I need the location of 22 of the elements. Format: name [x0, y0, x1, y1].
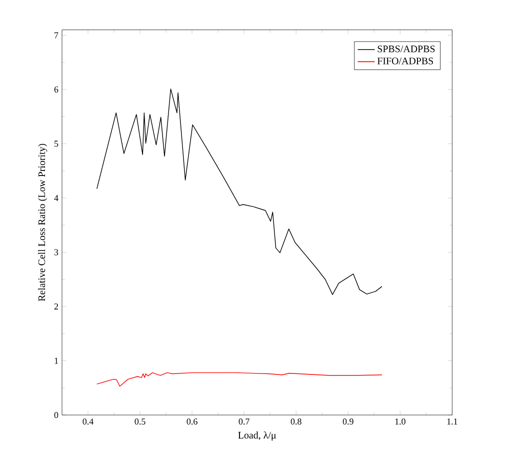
line-series — [96, 372, 382, 387]
legend-label: FIFO/ADPBS — [377, 58, 433, 64]
y-tick-label: 4 — [54, 195, 58, 201]
x-tick-label: 0.7 — [238, 418, 250, 425]
x-tick-label: 0.8 — [290, 418, 302, 425]
y-tick-label: 2 — [54, 304, 58, 310]
y-tick-label: 7 — [54, 32, 58, 38]
y-tick-label: 5 — [54, 140, 58, 147]
x-tick-label: 0.6 — [186, 418, 198, 425]
x-tick-label: 0.4 — [82, 418, 94, 425]
y-tick-label: 3 — [54, 249, 58, 256]
line-series — [96, 88, 382, 295]
x-tick-label: 0.5 — [134, 418, 146, 425]
x-tick-label: 1.1 — [447, 418, 458, 425]
y-tick-label: 1 — [54, 358, 58, 364]
x-tick-label: 0.9 — [342, 418, 354, 425]
y-tick-label: 6 — [54, 86, 58, 93]
x-axis-title: Load, λ/μ — [238, 431, 276, 441]
legend-label: SPBS/ADPBS — [378, 46, 435, 52]
y-tick-label: 0 — [54, 412, 58, 418]
x-tick-label: 1.0 — [395, 418, 406, 425]
y-axis-title: Relative Cell Loss Ratio (Low Priority) — [38, 144, 48, 302]
